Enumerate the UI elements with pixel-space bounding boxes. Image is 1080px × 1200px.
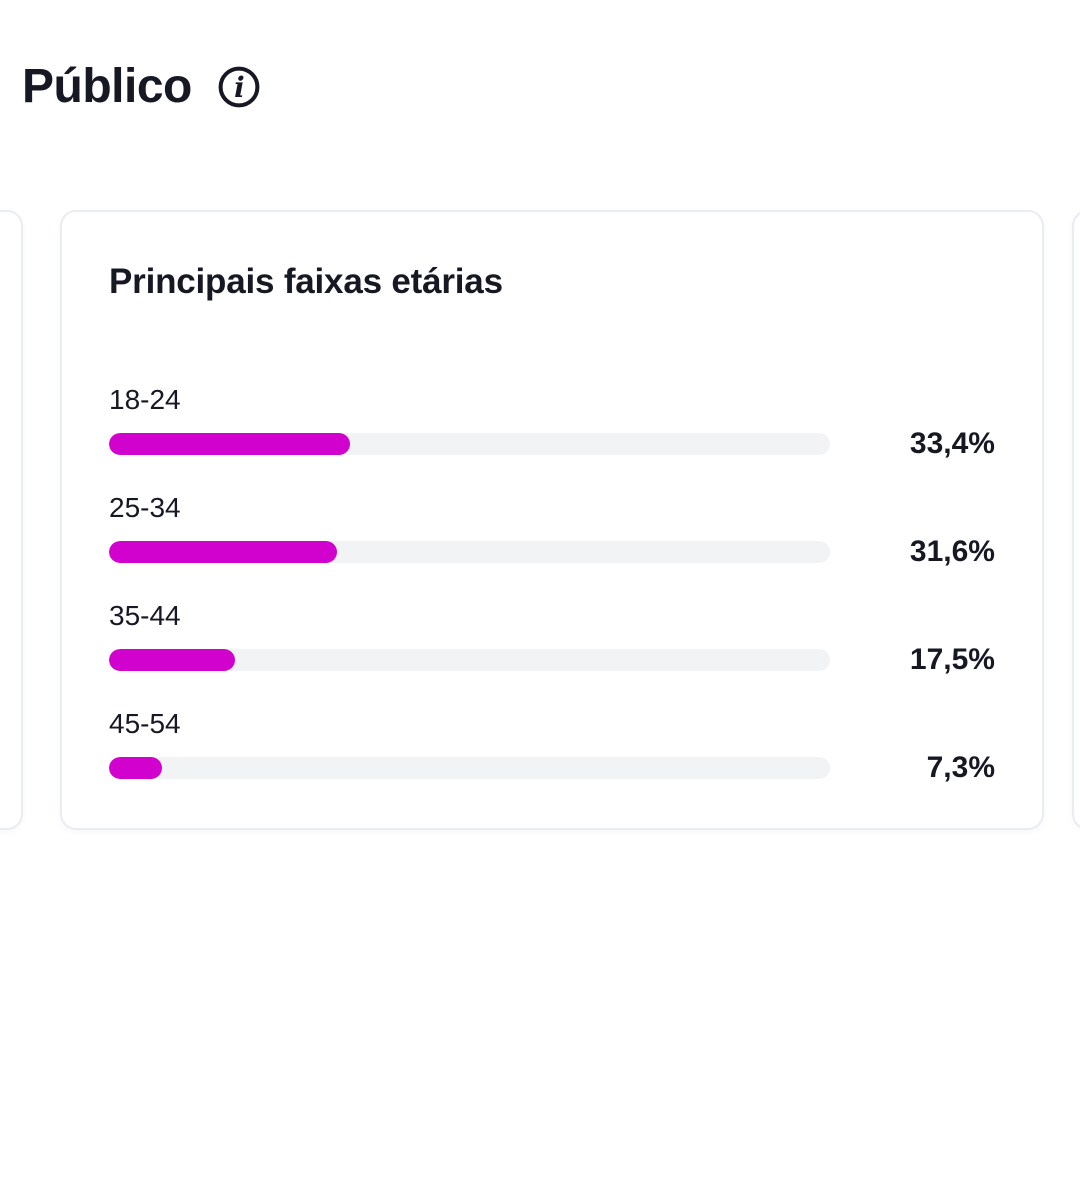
bar-track [109,433,830,455]
bar-track [109,541,830,563]
percentage-value: 33,4% [909,427,995,460]
bar-line: 7,3% [109,751,995,784]
bar-fill [109,541,337,563]
age-range-label: 18-24 [109,384,181,415]
bar-fill [109,757,162,779]
percentage-value: 17,5% [909,643,995,676]
svg-text:i: i [234,71,245,104]
percentage-value: 7,3% [926,751,995,784]
age-range-label: 35-44 [109,600,181,631]
age-range-label: 25-34 [109,492,181,523]
bar-track [109,649,830,671]
bar-line: 31,6% [109,535,995,568]
bar-fill [109,433,350,455]
carousel-card-next[interactable] [1072,210,1080,830]
bar-line: 33,4% [109,427,995,460]
bar-fill [109,649,236,671]
percentage-value: 31,6% [909,535,995,568]
age-range-row: 45-54 7,3% [109,706,995,784]
bar-track [109,757,830,779]
age-range-row: 35-44 17,5% [109,598,995,676]
info-icon[interactable]: i [216,64,262,110]
age-range-row: 25-34 31,6% [109,490,995,568]
bar-line: 17,5% [109,643,995,676]
card-title: Principais faixas etárias [109,262,503,301]
age-ranges-card: Principais faixas etárias 18-24 33,4% 25… [60,210,1044,830]
carousel-card-previous[interactable] [0,210,23,830]
age-ranges-bar-chart: 18-24 33,4% 25-34 31,6% 35-44 17,5% 45-5… [109,382,995,784]
page-title: Público [22,60,192,113]
age-range-row: 18-24 33,4% [109,382,995,460]
age-range-label: 45-54 [109,708,181,739]
section-header: Público i [0,0,1080,122]
